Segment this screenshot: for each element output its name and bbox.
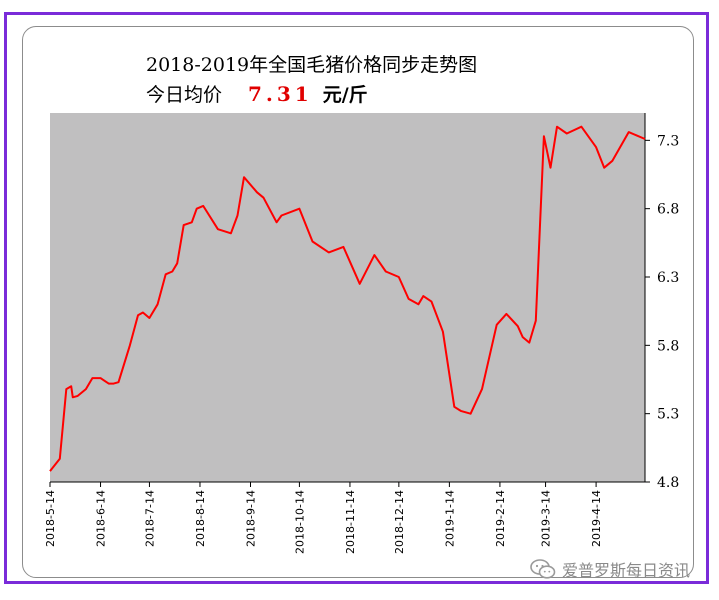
x-tick-label: 2018-12-14 [393,490,406,554]
y-tick-label: 5.8 [657,338,679,354]
x-tick-label: 2019-4-14 [590,490,603,547]
y-tick-label: 5.3 [657,407,679,423]
x-tick-label: 2018-6-14 [95,490,108,547]
y-tick-label: 6.8 [657,202,679,218]
x-tick-label: 2019-1-14 [443,490,456,547]
x-tick-label: 2018-5-14 [44,490,57,547]
x-tick-label: 2018-9-14 [245,490,258,547]
watermark-text: 爱普罗斯每日资讯 [562,561,691,580]
y-axis-ticks: 4.8 5.3 5.8 6.3 6.8 7.3 [645,133,679,491]
wechat-icon [530,559,556,579]
watermark: 爱普罗斯每日资讯 [530,557,690,581]
x-tick-label: 2018-10-14 [293,490,306,554]
x-tick-label: 2019-2-14 [494,490,507,547]
average-price-line: 今日均价 7.31 元/斤 [146,80,368,107]
y-tick-label: 4.8 [657,475,679,491]
x-tick-label: 2019-3-14 [540,490,553,547]
x-tick-label: 2018-11-14 [344,490,357,554]
plot-area [50,113,645,482]
average-price-label: 今日均价 [146,84,223,106]
x-tick-label: 2018-8-14 [194,490,207,547]
x-axis-ticks: 2018-5-14 2018-6-14 2018-7-14 2018-8-14 2018… [44,482,603,554]
average-price-unit: 元/斤 [322,84,368,106]
y-tick-label: 7.3 [657,133,679,149]
price-series-line [49,125,646,472]
x-tick-label: 2018-7-14 [143,490,156,547]
chart-title: 2018-2019年全国毛猪价格同步走势图 [146,54,478,76]
average-price-value: 7.31 [248,82,313,106]
y-tick-label: 6.3 [657,270,679,286]
